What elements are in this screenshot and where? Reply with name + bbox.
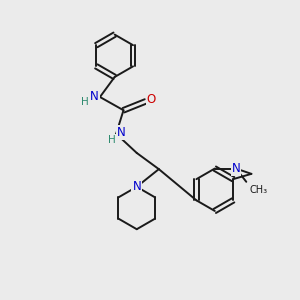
Text: H: H — [108, 135, 116, 145]
Text: N: N — [132, 180, 141, 193]
Text: O: O — [147, 93, 156, 106]
Text: H: H — [81, 97, 89, 107]
Text: N: N — [232, 162, 240, 175]
Text: CH₃: CH₃ — [250, 185, 268, 195]
Text: N: N — [117, 126, 126, 139]
Text: N: N — [90, 90, 99, 103]
